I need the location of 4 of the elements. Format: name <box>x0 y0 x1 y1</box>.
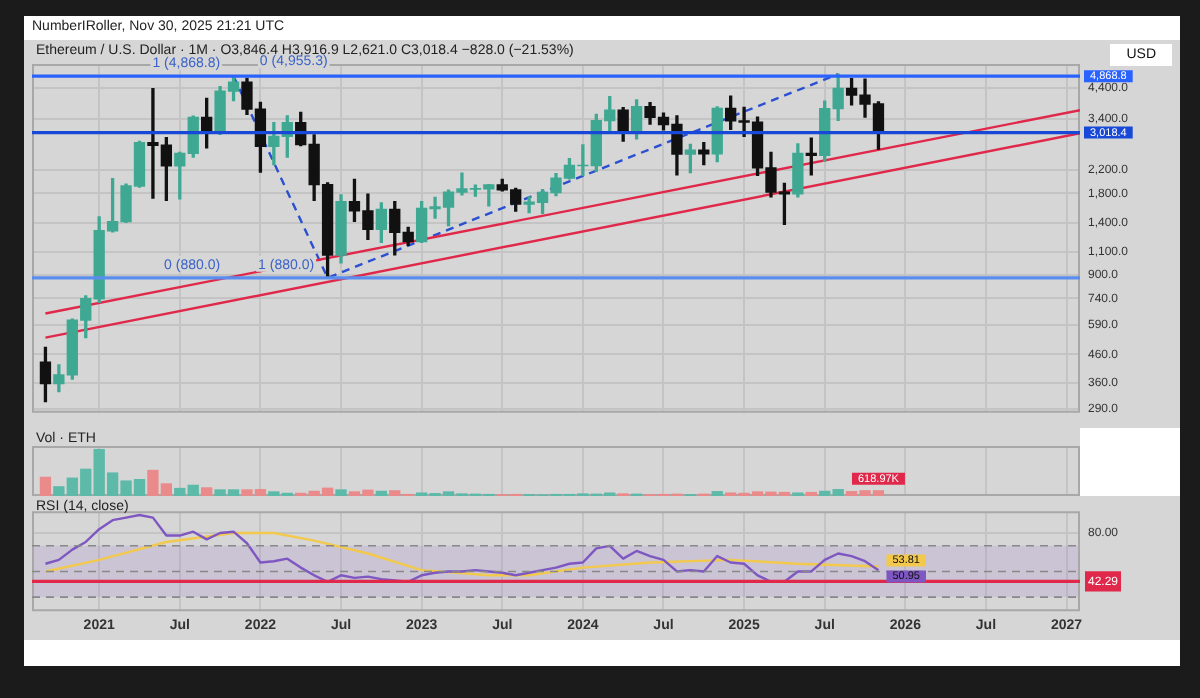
bar <box>201 487 213 496</box>
bar <box>335 489 347 496</box>
bar <box>375 490 387 496</box>
bar <box>39 476 52 496</box>
